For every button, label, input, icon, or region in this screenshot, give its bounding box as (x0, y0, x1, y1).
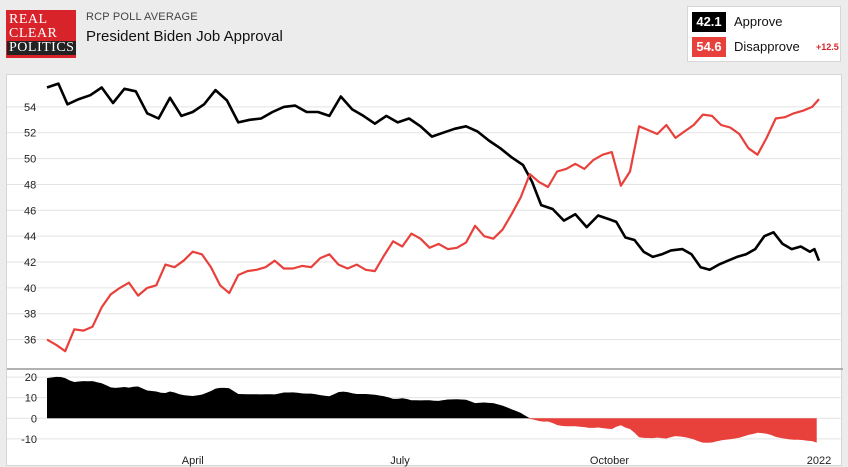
chart-panel: 36 38 40 42 44 46 48 50 52 54 -10 0 10 20 April July Oct… (6, 74, 843, 467)
y-tick-label: 52 (24, 128, 36, 140)
disapprove-line (46, 98, 820, 353)
approve-line (46, 82, 821, 272)
disapprove-label: Disapprove (734, 39, 800, 54)
chart-svg[interactable]: 36 38 40 42 44 46 48 50 52 54 -10 0 10 20 April July Oct… (7, 75, 843, 467)
logo-line-3: POLITICS (7, 40, 77, 55)
approve-value: 42.1 (692, 12, 726, 32)
rcp-logo[interactable]: REAL CLEAR POLITICS (6, 10, 77, 58)
y-tick-label: 38 (24, 309, 36, 321)
y-tick-label: 40 (24, 283, 36, 295)
y-tick-label: 44 (24, 231, 36, 243)
x-tick-label: 2022 (807, 455, 831, 467)
y-tick-label: 50 (24, 154, 36, 166)
x-tick-label: April (182, 455, 204, 467)
spread-tick-label: 0 (31, 413, 37, 425)
y-tick-label: 48 (24, 179, 36, 191)
legend-box: 42.1 Approve 54.6 Disapprove +12.5 (687, 6, 841, 62)
approve-label: Approve (734, 14, 783, 29)
logo-line-2: CLEAR (9, 26, 58, 41)
poll-title: President Biden Job Approval (86, 28, 283, 45)
spread-tick-label: 10 (25, 393, 37, 405)
logo-line-1: REAL (9, 12, 48, 27)
poll-kicker: RCP POLL AVERAGE (86, 11, 198, 23)
y-tick-label: 42 (24, 257, 36, 269)
x-tick-label: October (590, 455, 629, 467)
x-tick-label: July (390, 455, 410, 467)
spread-tick-label: -10 (21, 434, 37, 446)
y-tick-label: 54 (24, 102, 36, 114)
chart-header: REAL CLEAR POLITICS RCP POLL AVERAGE Pre… (0, 0, 848, 72)
spread-area-disapprove (47, 418, 817, 443)
spread-value: +12.5 (816, 42, 839, 52)
spread-area-approve (47, 376, 817, 419)
y-tick-label: 46 (24, 205, 36, 217)
disapprove-value: 54.6 (692, 37, 726, 57)
y-tick-label: 36 (24, 335, 36, 347)
spread-tick-label: 20 (25, 372, 37, 384)
